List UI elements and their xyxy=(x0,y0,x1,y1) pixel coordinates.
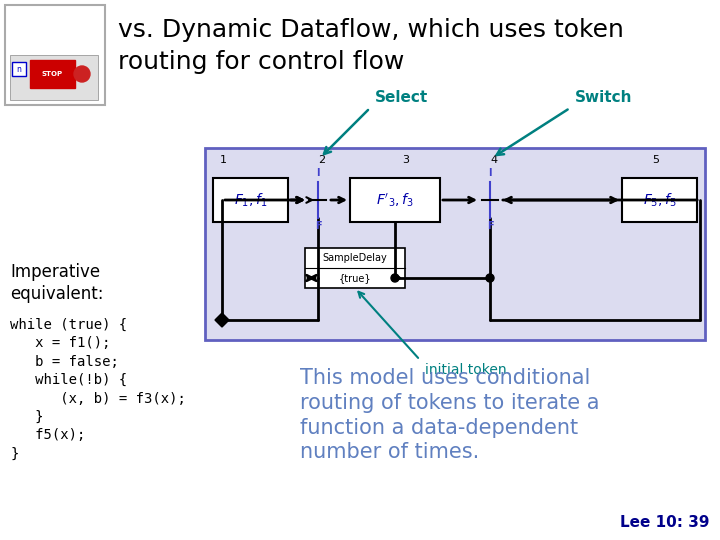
Text: Switch: Switch xyxy=(575,90,632,105)
Text: SampleDelay: SampleDelay xyxy=(323,253,387,263)
FancyBboxPatch shape xyxy=(350,178,440,222)
FancyBboxPatch shape xyxy=(213,178,288,222)
FancyBboxPatch shape xyxy=(10,55,98,100)
Text: $\it{F}_1, \it{f}_1$: $\it{F}_1, \it{f}_1$ xyxy=(233,191,267,208)
Text: F: F xyxy=(315,221,321,231)
Text: $\it{F}_5, \it{f}_5$: $\it{F}_5, \it{f}_5$ xyxy=(642,191,677,208)
Text: {true}: {true} xyxy=(338,273,372,283)
Text: vs. Dynamic Dataflow, which uses token: vs. Dynamic Dataflow, which uses token xyxy=(118,18,624,42)
Text: STOP: STOP xyxy=(42,71,63,77)
FancyBboxPatch shape xyxy=(622,178,697,222)
FancyBboxPatch shape xyxy=(30,60,75,88)
Text: 5: 5 xyxy=(652,155,659,165)
Text: while (true) {
   x = f1();
   b = false;
   while(!b) {
      (x, b) = f3(x);
 : while (true) { x = f1(); b = false; whil… xyxy=(10,318,186,461)
Text: 3: 3 xyxy=(402,155,409,165)
FancyBboxPatch shape xyxy=(5,5,105,105)
Polygon shape xyxy=(215,313,229,327)
Text: n: n xyxy=(17,64,22,73)
Text: Select: Select xyxy=(375,90,428,105)
Text: F: F xyxy=(487,221,493,231)
Circle shape xyxy=(74,66,90,82)
Circle shape xyxy=(391,274,399,282)
Text: 4: 4 xyxy=(490,155,497,165)
Text: routing for control flow: routing for control flow xyxy=(118,50,405,74)
FancyBboxPatch shape xyxy=(305,248,405,288)
Text: 1: 1 xyxy=(220,155,227,165)
FancyBboxPatch shape xyxy=(12,62,26,76)
Text: 2: 2 xyxy=(318,155,325,165)
Text: Imperative
equivalent:: Imperative equivalent: xyxy=(10,263,104,303)
Text: I: I xyxy=(488,168,492,178)
Text: This model uses conditional
routing of tokens to iterate a
function a data-depen: This model uses conditional routing of t… xyxy=(300,368,600,462)
Text: initial token: initial token xyxy=(425,363,507,377)
Circle shape xyxy=(486,274,494,282)
Text: $\it{F}'_3, \it{f}_3$: $\it{F}'_3, \it{f}_3$ xyxy=(376,191,414,209)
Text: Lee 10: 39: Lee 10: 39 xyxy=(621,515,710,530)
FancyBboxPatch shape xyxy=(205,148,705,340)
Text: I: I xyxy=(316,168,320,178)
